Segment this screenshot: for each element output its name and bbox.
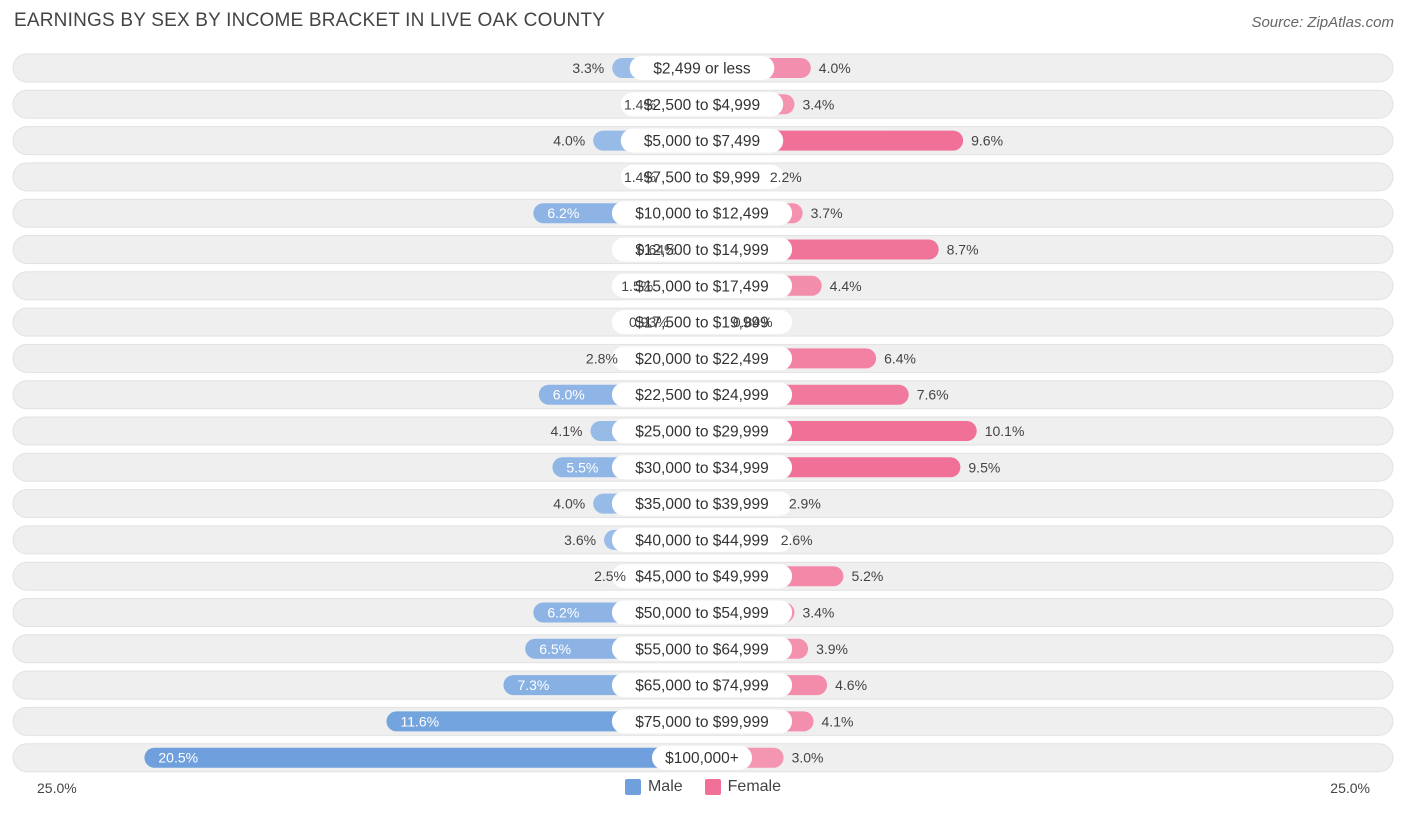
category-label: $35,000 to $39,999 (635, 496, 769, 513)
female-value-label: 4.4% (830, 278, 862, 294)
male-value-label: 4.0% (553, 133, 585, 149)
male-value-label: 3.3% (572, 60, 604, 76)
legend-item-female[interactable]: Female (704, 778, 782, 796)
female-value-label: 10.1% (985, 423, 1025, 439)
male-value-label: 1.5% (621, 278, 653, 294)
male-value-label: 6.2% (547, 205, 579, 221)
category-label: $30,000 to $34,999 (635, 460, 769, 477)
female-value-label: 3.4% (802, 96, 834, 112)
male-bar (144, 747, 702, 768)
category-label-bg (611, 600, 793, 625)
male-value-label: 7.3% (517, 677, 549, 693)
male-value-label: 2.8% (586, 350, 618, 366)
female-value-label: 3.7% (811, 205, 843, 221)
category-label-bg (629, 56, 775, 80)
category-label-bg (611, 310, 793, 335)
category-label: $75,000 to $99,999 (635, 714, 769, 731)
female-value-label: 4.0% (819, 60, 851, 76)
category-label-bg (611, 346, 793, 371)
male-value-label: 1.4% (624, 96, 656, 112)
female-value-label: 4.6% (835, 677, 867, 693)
male-value-label: 6.5% (539, 641, 571, 657)
chart-title: EARNINGS BY SEX BY INCOME BRACKET IN LIV… (14, 10, 606, 31)
category-label: $100,000+ (665, 750, 739, 767)
category-label-bg (620, 128, 784, 153)
category-label: $12,500 to $14,999 (635, 242, 769, 259)
male-value-label: 0.64% (637, 242, 677, 258)
category-label-bg (611, 564, 793, 589)
legend-item-male[interactable]: Male (624, 778, 683, 796)
category-label-bg (611, 273, 793, 298)
source-label: Source: ZipAtlas.com (1251, 14, 1394, 31)
female-value-label: 3.0% (792, 750, 824, 766)
female-value-label: 2.2% (770, 169, 802, 185)
category-label: $15,000 to $17,499 (635, 278, 769, 295)
category-label-bg (611, 455, 793, 480)
category-label-bg (611, 636, 793, 661)
male-value-label: 6.2% (547, 605, 579, 621)
male-value-label: 1.4% (624, 169, 656, 185)
category-label: $55,000 to $64,999 (635, 641, 769, 658)
category-label: $17,500 to $19,999 (635, 315, 769, 332)
legend-swatch-male (624, 779, 641, 795)
male-value-label: 4.0% (553, 496, 585, 512)
male-value-label: 5.5% (566, 459, 598, 475)
female-value-label: 2.9% (789, 496, 821, 512)
category-label-bg (611, 419, 793, 443)
category-label: $40,000 to $44,999 (635, 532, 769, 549)
category-label-bg (651, 745, 753, 770)
female-value-label: 6.4% (884, 350, 916, 366)
legend-label-female: Female (727, 778, 782, 795)
category-label-bg (611, 709, 793, 734)
category-label: $2,500 to $4,999 (644, 97, 760, 114)
category-label: $22,500 to $24,999 (635, 387, 769, 404)
male-value-label: 0.93% (629, 314, 669, 330)
female-value-label: 9.6% (971, 133, 1003, 149)
category-label-bg (611, 201, 793, 226)
female-value-label: 2.6% (781, 532, 813, 548)
legend-swatch-female (704, 779, 721, 795)
male-value-label: 3.6% (564, 532, 596, 548)
category-label-bg (611, 382, 793, 407)
category-label-bg (620, 164, 784, 189)
axis-right-label: 25.0% (1330, 780, 1370, 796)
category-label-bg (611, 237, 793, 262)
female-value-label: 7.6% (917, 387, 949, 403)
category-label: $10,000 to $12,499 (635, 206, 769, 223)
legend-label-male: Male (647, 778, 683, 795)
female-value-label: 0.84% (733, 314, 773, 330)
category-label-bg (611, 673, 793, 698)
male-value-label: 20.5% (158, 750, 198, 766)
category-label: $65,000 to $74,999 (635, 678, 769, 695)
male-value-label: 4.1% (551, 423, 583, 439)
category-label-bg (611, 491, 793, 516)
female-value-label: 9.5% (968, 459, 1000, 475)
category-label: $20,000 to $22,499 (635, 351, 769, 368)
category-label: $25,000 to $29,999 (635, 424, 769, 441)
category-label: $2,499 or less (653, 61, 751, 78)
category-label: $50,000 to $54,999 (635, 605, 769, 622)
male-value-label: 6.0% (553, 387, 585, 403)
male-value-label: 11.6% (400, 713, 439, 729)
axis-left-label: 25.0% (37, 780, 77, 796)
female-value-label: 5.2% (851, 568, 883, 584)
female-value-label: 8.7% (947, 242, 979, 258)
category-label: $45,000 to $49,999 (635, 569, 769, 586)
category-label-bg (611, 527, 793, 552)
legend: Male Female (0, 778, 1406, 796)
male-value-label: 2.5% (594, 568, 626, 584)
female-value-label: 4.1% (822, 713, 854, 729)
category-label: $5,000 to $7,499 (644, 133, 760, 150)
category-label: $7,500 to $9,999 (644, 169, 760, 186)
female-value-label: 3.9% (816, 641, 848, 657)
category-label-bg (620, 92, 784, 117)
female-value-label: 3.4% (802, 605, 834, 621)
